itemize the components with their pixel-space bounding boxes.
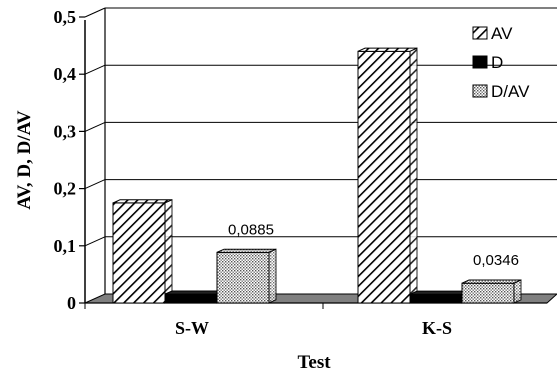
bar-top bbox=[357, 47, 418, 52]
y-tick-label: 0,2 bbox=[54, 179, 77, 199]
bar-side bbox=[164, 198, 173, 304]
y-tick-label: 0,5 bbox=[54, 7, 77, 27]
gridline-side bbox=[84, 121, 106, 132]
bar-top bbox=[164, 290, 225, 295]
gridline-side bbox=[84, 236, 106, 247]
gridline-side bbox=[84, 7, 106, 18]
bar-side bbox=[513, 279, 522, 304]
legend-swatch-av bbox=[472, 26, 488, 40]
legend-label: AV bbox=[491, 24, 513, 43]
x-tick-label: K-S bbox=[422, 318, 452, 338]
y-tick-label: 0,1 bbox=[54, 236, 77, 256]
legend-label: D bbox=[491, 53, 503, 72]
x-tick-label: S-W bbox=[175, 318, 209, 338]
bar-side bbox=[409, 47, 418, 304]
y-tick-label: 0,3 bbox=[54, 121, 77, 141]
bar-front-d bbox=[409, 293, 463, 304]
legend-swatch-d-av bbox=[472, 84, 488, 98]
legend-label: D/AV bbox=[491, 82, 530, 101]
bar-side bbox=[268, 248, 277, 304]
bar-top bbox=[409, 290, 470, 295]
gridline-side bbox=[84, 64, 106, 75]
data-label: 0,0885 bbox=[228, 221, 274, 238]
bar-front-d bbox=[164, 293, 218, 304]
legend-swatch-d bbox=[472, 55, 488, 69]
y-tick-label: 0 bbox=[67, 293, 76, 313]
x-axis-title: Test bbox=[297, 352, 331, 373]
data-labels: 0,0885 0,0346 bbox=[228, 221, 519, 269]
bar-front-av bbox=[112, 202, 166, 304]
legend: AV D D/AV bbox=[472, 24, 530, 101]
data-label: 0,0346 bbox=[473, 252, 519, 269]
bar-front-d-av bbox=[216, 251, 270, 304]
bar-front-av bbox=[357, 50, 411, 304]
bar-front-d-av bbox=[461, 282, 515, 304]
bar-top bbox=[216, 248, 277, 253]
bars bbox=[112, 47, 522, 304]
bar-top bbox=[461, 279, 522, 284]
gridline-side bbox=[84, 179, 106, 190]
grid-lines bbox=[84, 7, 557, 294]
y-axis-title: AV, D, D/AV bbox=[14, 110, 35, 210]
bar-top bbox=[112, 199, 173, 204]
y-tick-label: 0,4 bbox=[54, 64, 77, 84]
axes: 0 0,1 0,2 0,3 0,4 0,5 S-W K-S bbox=[54, 7, 547, 338]
